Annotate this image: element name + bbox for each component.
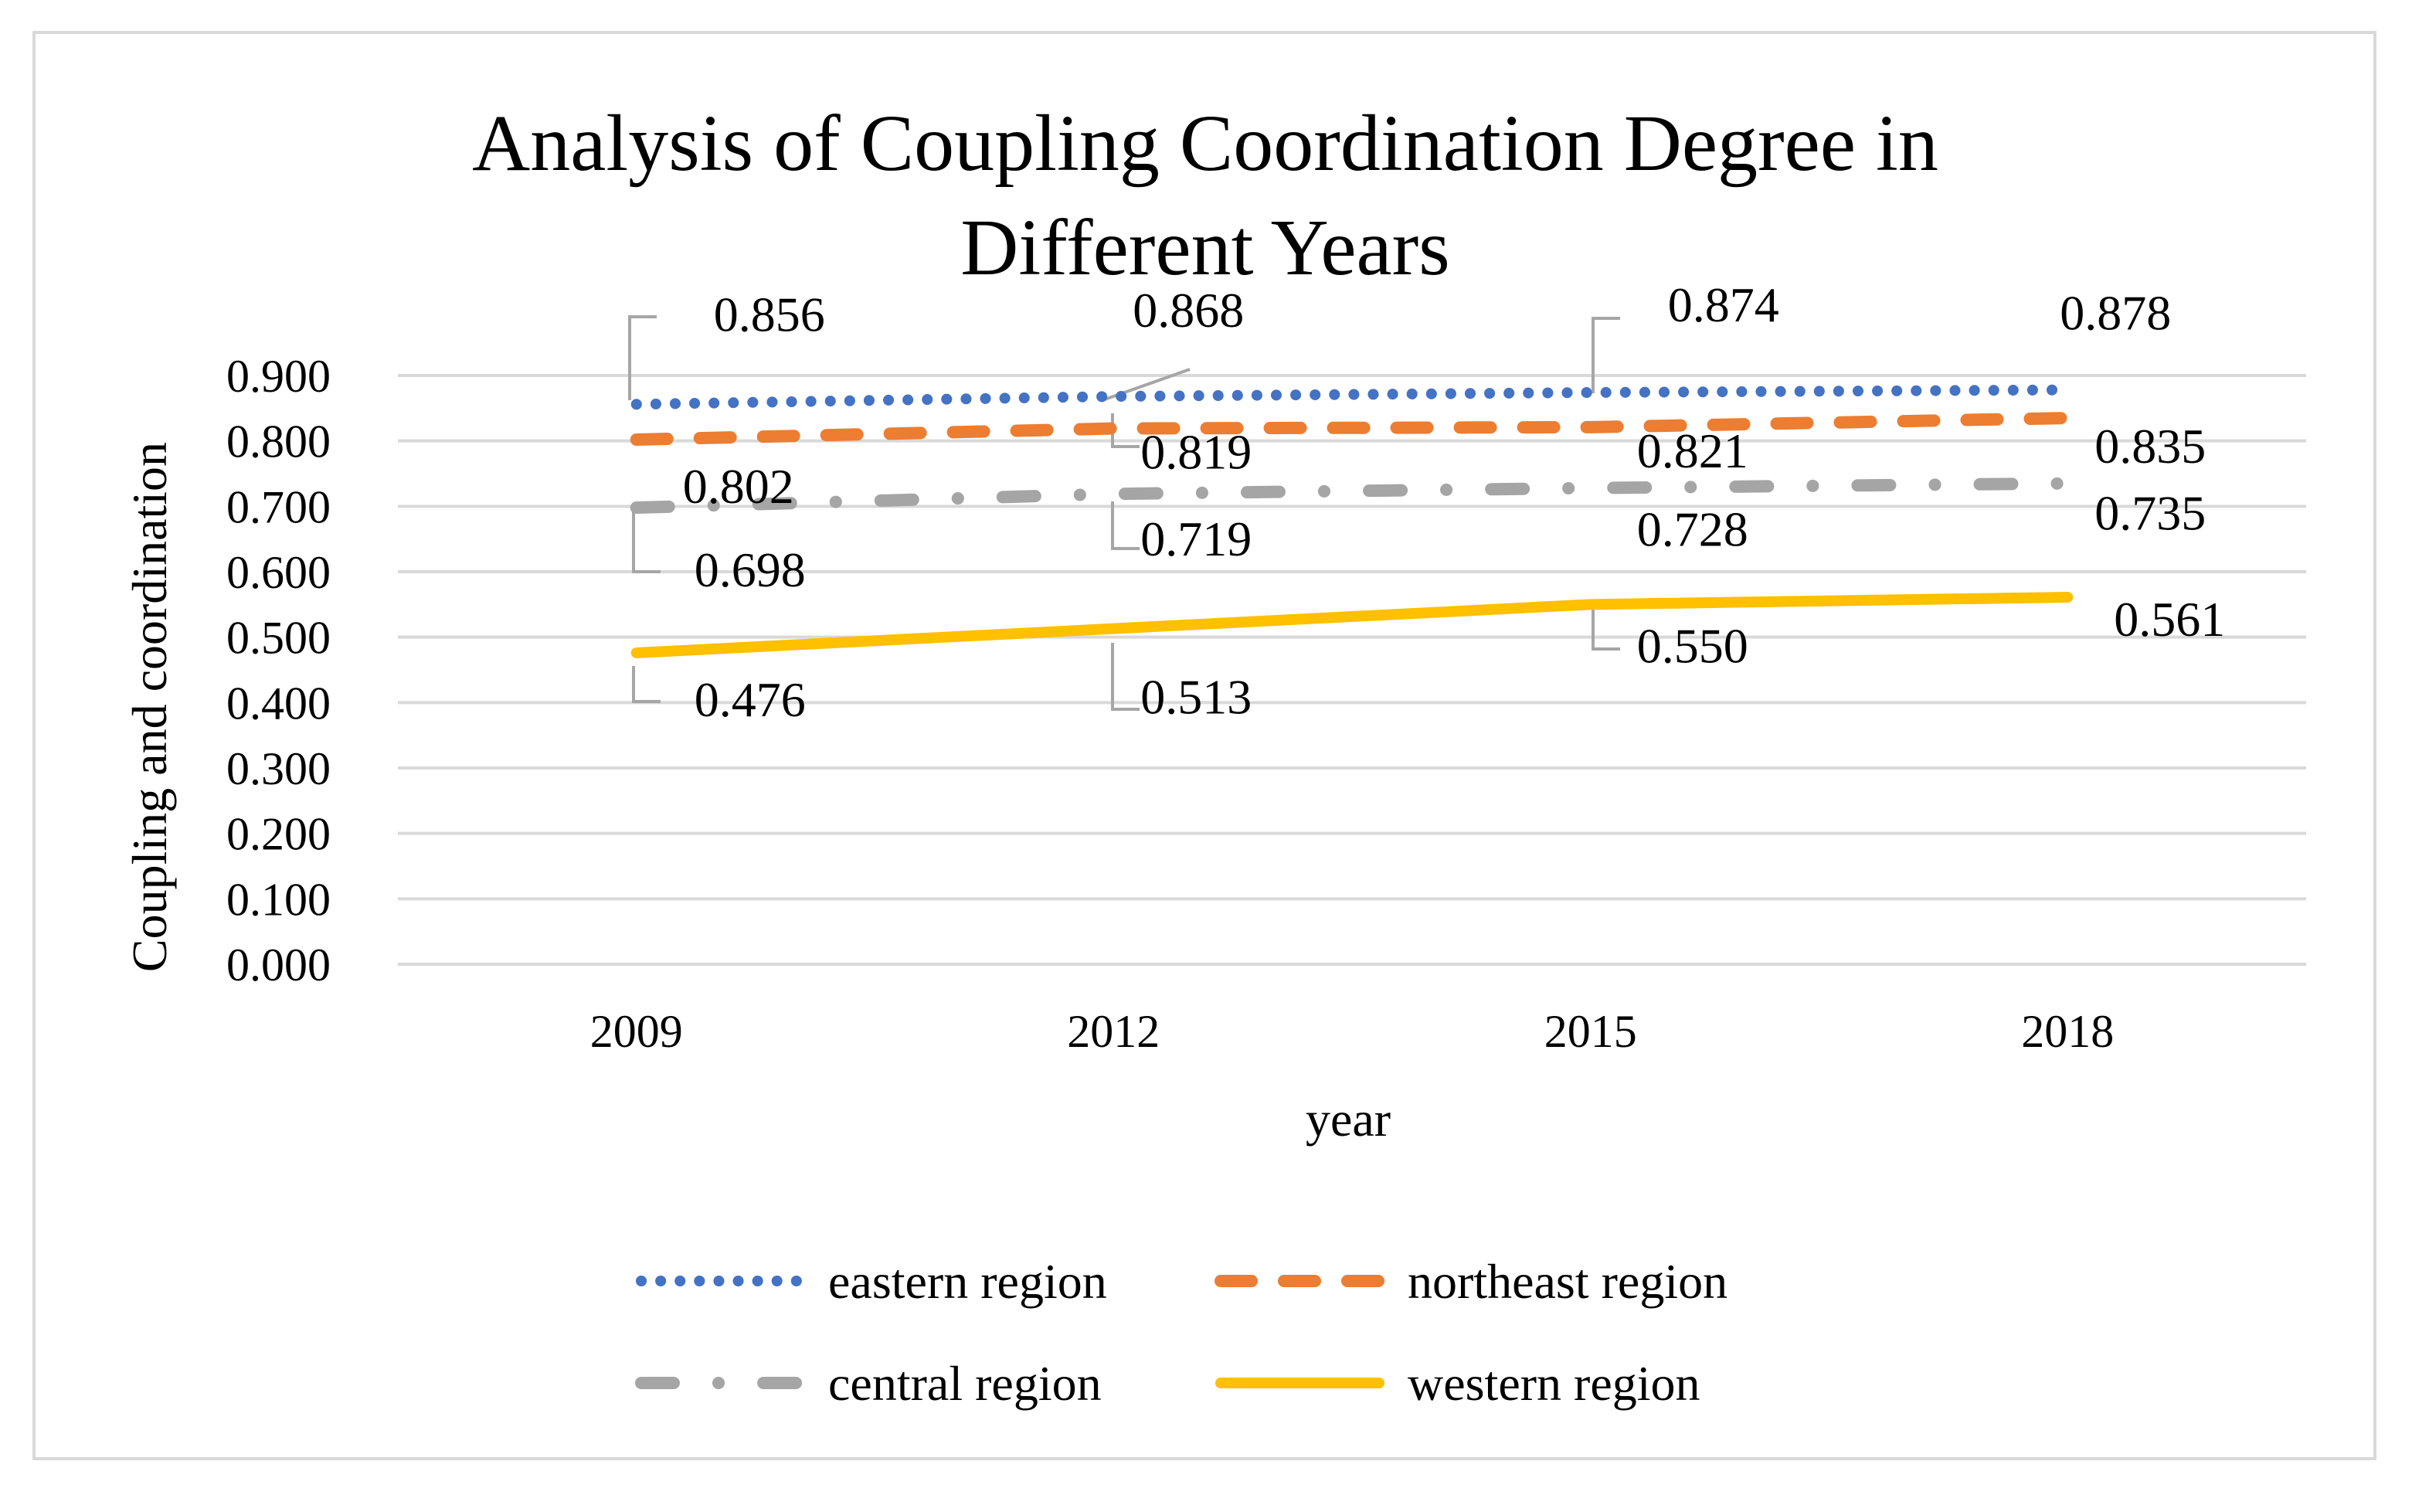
- data-label: 0.698: [695, 542, 806, 597]
- y-tick-label: 0.000: [226, 939, 331, 990]
- leader-line: [628, 315, 657, 400]
- data-label: 0.868: [1133, 283, 1244, 338]
- leader-line: [632, 510, 661, 573]
- series-line-central: [630, 477, 2074, 515]
- legend-label: northeast region: [1408, 1254, 1727, 1309]
- legend-item-eastern: eastern region: [636, 1254, 1107, 1309]
- y-tick-label: 0.400: [226, 678, 331, 729]
- data-label: 0.874: [1668, 277, 1779, 332]
- x-tick-label: 2012: [1067, 1006, 1160, 1057]
- series-line-western: [630, 592, 2074, 658]
- data-label: 0.550: [1637, 618, 1748, 673]
- data-label: 0.561: [2114, 592, 2225, 647]
- legend-label: western region: [1408, 1356, 1700, 1411]
- data-label: 0.821: [1637, 423, 1748, 478]
- data-label: 0.513: [1140, 670, 1252, 725]
- x-tick-label: 2009: [590, 1006, 683, 1057]
- x-axis-ticks: 2009 2012 2015 2018: [590, 1006, 2115, 1057]
- x-tick-label: 2015: [1544, 1006, 1637, 1057]
- legend-item-western: western region: [1215, 1356, 1700, 1411]
- data-label: 0.719: [1140, 511, 1252, 566]
- leader-line: [1592, 602, 1620, 651]
- y-tick-label: 0.700: [226, 481, 331, 532]
- y-tick-label: 0.800: [226, 416, 331, 467]
- y-tick-label: 0.900: [226, 351, 331, 402]
- y-axis-title: Coupling and coordination: [122, 442, 177, 972]
- y-tick-label: 0.100: [226, 874, 331, 925]
- chart-title-line-1: Analysis of Coupling Coordination Degree…: [472, 99, 1938, 188]
- leader-line: [1111, 501, 1140, 550]
- data-labels: 0.856 0.868 0.874 0.878 0.802 0.819 0.821 0.835…: [683, 277, 2226, 727]
- x-tick-label: 2018: [2021, 1006, 2114, 1057]
- chart-title-line-2: Different Years: [960, 203, 1450, 292]
- data-label: 0.728: [1637, 502, 1748, 557]
- legend-label: eastern region: [828, 1254, 1107, 1309]
- data-label: 0.802: [683, 459, 794, 514]
- data-label: 0.878: [2060, 286, 2171, 341]
- legend-label: central region: [828, 1356, 1102, 1411]
- y-tick-label: 0.600: [226, 547, 331, 598]
- leader-line: [1111, 643, 1140, 711]
- data-label: 0.476: [695, 672, 806, 727]
- data-label: 0.735: [2094, 486, 2206, 541]
- y-axis-ticks: 0.000 0.100 0.200 0.300 0.400 0.500 0.600 0.700…: [226, 351, 331, 990]
- series-line-eastern: [630, 384, 2074, 410]
- data-label: 0.835: [2094, 419, 2206, 474]
- legend: eastern region northeast region central re…: [635, 1254, 1727, 1411]
- leader-line: [632, 666, 661, 703]
- series-lines: [630, 384, 2074, 658]
- legend-item-northeast: northeast region: [1214, 1254, 1727, 1309]
- x-axis-title: year: [1306, 1092, 1391, 1147]
- data-label: 0.819: [1140, 425, 1252, 480]
- leader-line: [1592, 317, 1620, 393]
- y-tick-label: 0.500: [226, 613, 331, 664]
- legend-item-central: central region: [635, 1356, 1102, 1411]
- y-tick-label: 0.300: [226, 743, 331, 794]
- data-label: 0.856: [714, 287, 825, 341]
- y-tick-label: 0.200: [226, 809, 331, 860]
- chart-frame: [32, 31, 2376, 1460]
- series-line-northeast: [630, 412, 2074, 446]
